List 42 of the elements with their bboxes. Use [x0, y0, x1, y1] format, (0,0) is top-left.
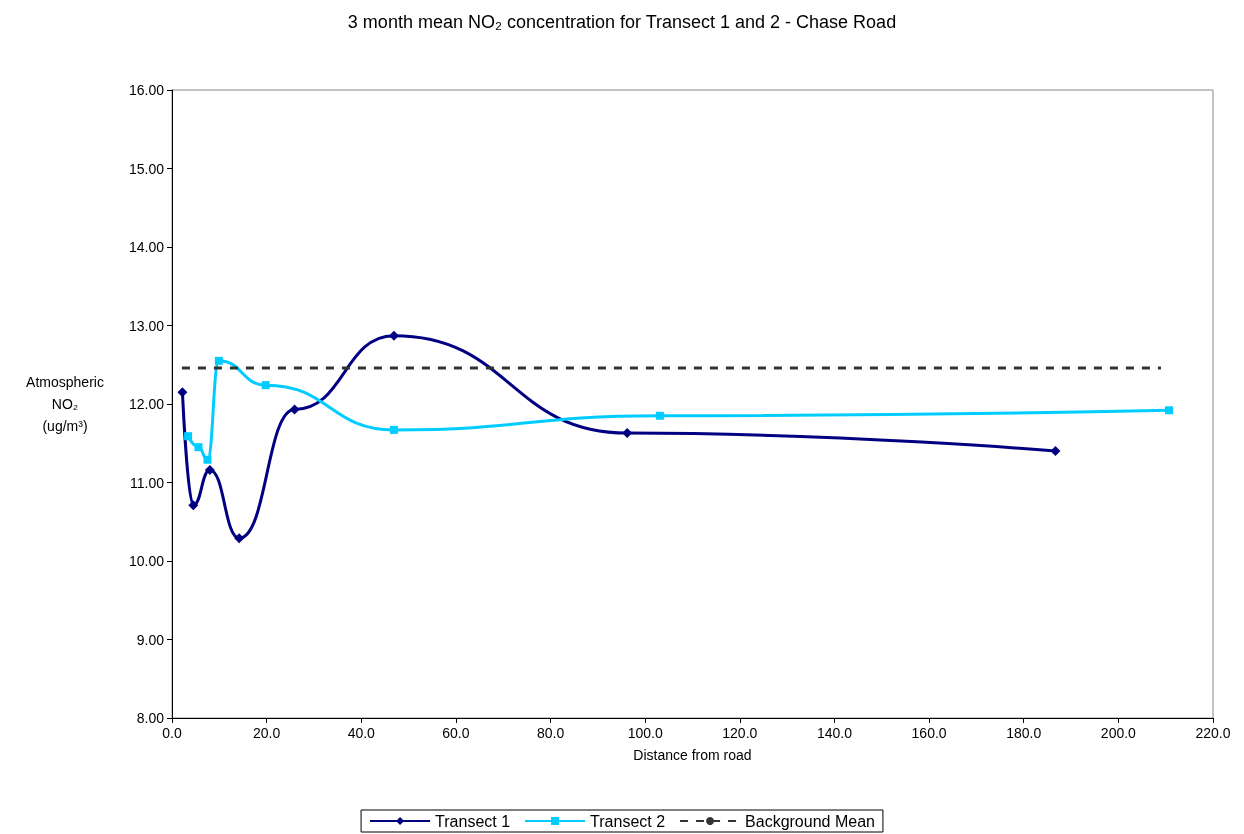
x-tick-label: 100.0 — [627, 725, 663, 741]
point — [234, 533, 245, 544]
x-tick-label: 140.0 — [816, 725, 853, 741]
y-tick-label: 13.00 — [128, 317, 165, 334]
x-tick-label: 20.0 — [253, 725, 281, 741]
point — [204, 464, 215, 475]
point — [389, 425, 398, 434]
x-tick-label: 200.0 — [1100, 725, 1137, 741]
legend-label: Background Mean — [745, 812, 875, 830]
y-axis-title: Atmospheric NO₂ (ug/m³) — [26, 374, 104, 434]
x-tick-label: 60.0 — [442, 725, 470, 741]
legend-label: Transect 1 — [435, 812, 511, 830]
point — [655, 411, 664, 420]
y-tick-label: 15.00 — [128, 160, 165, 177]
x-tick-label: 220.0 — [1195, 725, 1231, 741]
y-tick-label: 11.00 — [130, 474, 165, 491]
point — [203, 455, 212, 464]
point — [261, 381, 270, 390]
y-tick-label: 8.00 — [136, 710, 165, 726]
y-tick-label: 16.00 — [128, 82, 165, 98]
y-tick-label: 10.00 — [128, 553, 165, 569]
point — [1164, 406, 1173, 415]
x-tick-label: 120.0 — [722, 725, 758, 741]
y-tick-label: 12.00 — [128, 396, 165, 412]
point — [1050, 446, 1061, 457]
x-tick-label: 80.0 — [536, 725, 565, 741]
y-tick-label: 14.00 — [128, 239, 165, 255]
point — [194, 443, 203, 452]
point — [214, 356, 223, 365]
chart-title: 3 month mean NO₂ concentration for Transect 1 and 2 - Chase Road — [347, 12, 897, 32]
point — [188, 500, 199, 511]
x-tick-label: 160.0 — [911, 725, 947, 741]
x-tick-label: 40.0 — [347, 725, 376, 741]
x-tick-label: 180.0 — [1006, 725, 1042, 741]
y-tick-label: 9.00 — [136, 631, 165, 648]
legend-label: Transect 2 — [590, 812, 666, 830]
point — [184, 432, 193, 441]
x-axis-title: Distance from road — [633, 747, 752, 763]
x-tick-label: 0.0 — [162, 725, 182, 741]
point — [289, 404, 300, 415]
point — [388, 330, 399, 341]
point — [177, 387, 188, 398]
